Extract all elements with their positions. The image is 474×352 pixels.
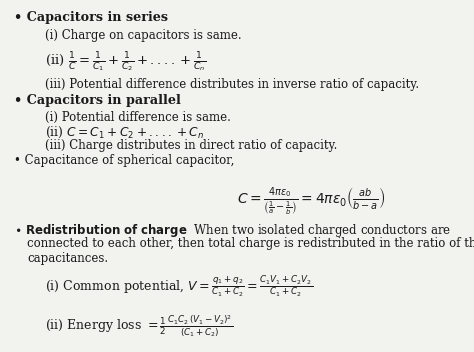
- Text: • Capacitors in parallel: • Capacitors in parallel: [14, 94, 181, 107]
- Text: • Capacitors in series: • Capacitors in series: [14, 11, 168, 24]
- Text: (i) Potential difference is same.: (i) Potential difference is same.: [45, 111, 231, 124]
- Text: $C = \frac{4\pi\epsilon_0}{\left(\frac{1}{a} - \frac{1}{b}\right)} = 4\pi\epsilo: $C = \frac{4\pi\epsilon_0}{\left(\frac{1…: [237, 186, 385, 218]
- Text: • Capacitance of spherical capacitor,: • Capacitance of spherical capacitor,: [14, 154, 235, 167]
- Text: (i) Charge on capacitors is same.: (i) Charge on capacitors is same.: [45, 29, 242, 42]
- Text: (ii) $C = C_1 + C_2 + .... + C_n$: (ii) $C = C_1 + C_2 + .... + C_n$: [45, 125, 204, 140]
- Text: (iii) Potential difference distributes in inverse ratio of capacity.: (iii) Potential difference distributes i…: [45, 78, 419, 91]
- Text: connected to each other, then total charge is redistributed in the ratio of thei: connected to each other, then total char…: [27, 237, 474, 250]
- Text: (ii) Energy loss $= \frac{1}{2} \frac{C_1C_2\,(V_1 - V_2)^2}{(C_1 + C_2)}$: (ii) Energy loss $= \frac{1}{2} \frac{C_…: [45, 313, 233, 339]
- Text: (iii) Charge distributes in direct ratio of capacity.: (iii) Charge distributes in direct ratio…: [45, 139, 337, 152]
- Text: (i) Common potential, $V = \frac{q_1 + q_2}{C_1 + C_2} = \frac{C_1V_1 + C_2V_2}{: (i) Common potential, $V = \frac{q_1 + q…: [45, 274, 313, 299]
- Text: $\bullet$ $\bf{Redistribution\ of\ charge}$  When two isolated charged conductor: $\bullet$ $\bf{Redistribution\ of\ charg…: [14, 222, 451, 239]
- Text: (ii) $\frac{1}{C} = \frac{1}{C_1} + \frac{1}{C_2} + .... + \frac{1}{C_n}$: (ii) $\frac{1}{C} = \frac{1}{C_1} + \fra…: [45, 50, 206, 74]
- Text: capacitances.: capacitances.: [27, 252, 109, 265]
